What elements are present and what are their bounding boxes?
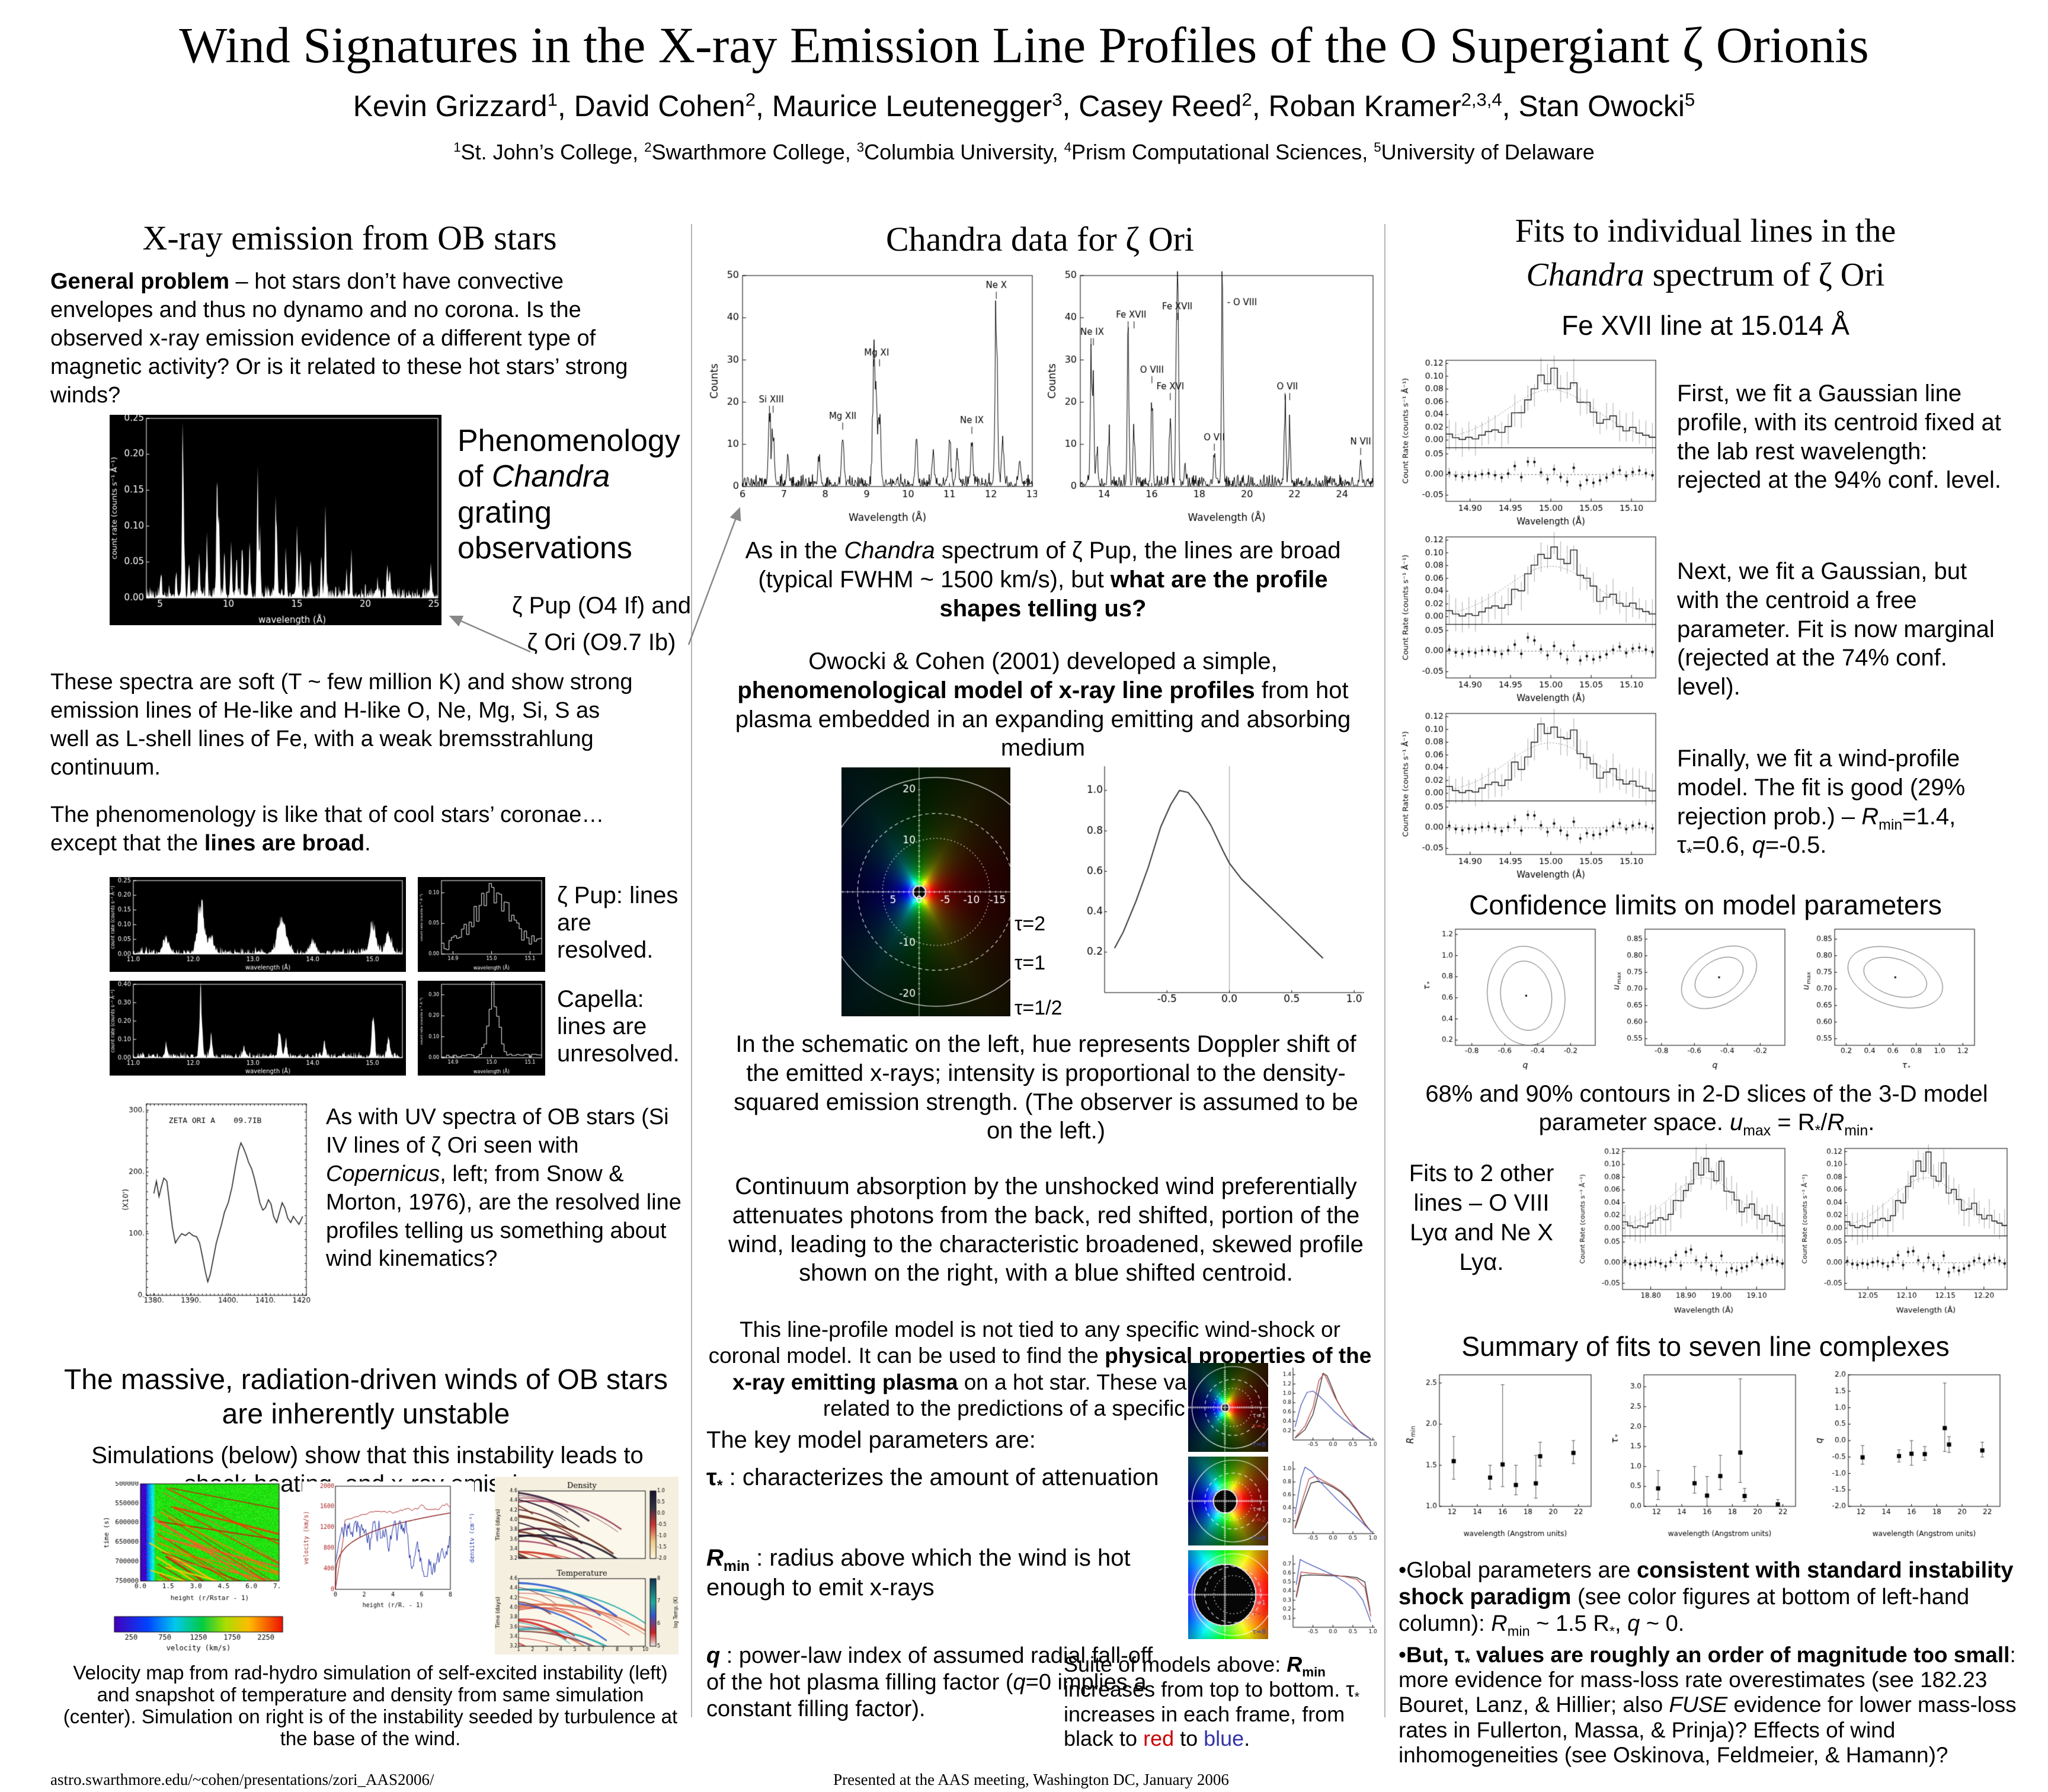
simulation-caption: Velocity map from rad-hydro simulation o… — [63, 1662, 678, 1749]
contour-tau-umax-plot — [1797, 924, 1980, 1073]
phenomenology-heading: Phenomenology of Chandra grating observa… — [457, 424, 680, 565]
fe17-wind-profile-fit-plot — [1400, 709, 1660, 881]
broad-lines-text: As in the Chandra spectrum of ζ Pup, the… — [745, 537, 1341, 622]
skewed-profile-plot — [1067, 761, 1369, 1016]
chandra-spectrum-long-plot — [1046, 270, 1378, 524]
param-q-text: q : power-law index of assumed radial fa… — [706, 1643, 1153, 1721]
key-params-heading: The key model parameters are: — [706, 1427, 1036, 1453]
model-suite-schematic-2 — [1188, 1457, 1268, 1545]
velocity-profile-plot — [302, 1481, 474, 1618]
param-tau-text: τ* : characterizes the amount of attenua… — [706, 1464, 1159, 1494]
column-divider-right — [1384, 224, 1385, 1717]
model-suite-profiles-2 — [1273, 1457, 1380, 1545]
footer-url: astro.swarthmore.edu/~cohen/presentation… — [50, 1771, 434, 1788]
fit3-text: Finally, we fit a wind-profile model. Th… — [1677, 745, 1966, 862]
tau-half-label: τ=1/2 — [1015, 997, 1063, 1019]
param-rmin-text: Rmin : radius above which the wind is ho… — [706, 1545, 1131, 1601]
general-problem-text: General problem – hot stars don’t have c… — [50, 269, 628, 408]
right-title-line1: Fits to individual lines in the — [1515, 213, 1896, 249]
fe17-subtitle: Fe XVII line at 15.014 Å — [1561, 310, 1849, 341]
left-section-title: X-ray emission from OB stars — [142, 219, 557, 257]
copernicus-uv-plot — [116, 1099, 311, 1316]
phenomenology-text: The phenomenology is like that of cool s… — [50, 802, 604, 856]
fe17-gaussian-free-fit-plot — [1400, 532, 1660, 704]
zeta-pup-spectrum-panel — [110, 877, 406, 972]
summary-title: Summary of fits to seven line complexes — [1461, 1331, 1950, 1362]
pup-caption: ζ Pup: lines are resolved. — [557, 882, 679, 963]
confidence-title: Confidence limits on model parameters — [1469, 889, 1942, 920]
contour-q-tau-plot — [1417, 924, 1601, 1073]
fit2-text: Next, we fit a Gaussian, but with the ce… — [1677, 558, 1995, 700]
unstable-winds-title: The massive, radiation-driven winds of O… — [63, 1364, 668, 1430]
soft-spectra-text: These spectra are soft (T ~ few million … — [50, 670, 633, 780]
velocity-colorbar — [110, 1615, 287, 1657]
column-divider-left — [691, 224, 692, 1717]
bullet-global-params: •Global parameters are consistent with s… — [1399, 1558, 2014, 1639]
zeta-pup-label: ζ Pup (O4 If) and — [511, 593, 692, 619]
wind-schematic-map — [841, 767, 1010, 1016]
tau2-label: τ=2 — [1015, 913, 1046, 935]
chandra-spectrum-short-plot — [708, 270, 1037, 524]
grating-spectrum-plot — [110, 415, 441, 625]
right-title-line2: Chandra spectrum of ζ Ori — [1526, 257, 1885, 293]
nex-lya-fit-plot — [1799, 1144, 2012, 1316]
model-suite-profiles-1 — [1273, 1363, 1380, 1452]
zeta-ori-label: ζ Ori (O9.7 Ib) — [527, 629, 676, 655]
model-suite-schematic-3 — [1188, 1550, 1268, 1639]
poster-title: Wind Signatures in the X-ray Emission Li… — [179, 17, 1869, 73]
density-temperature-panels — [495, 1477, 679, 1655]
model-use-text: This line-profile model is not tied to a… — [708, 1317, 1372, 1421]
velocity-map-plot — [104, 1481, 281, 1612]
capella-caption: Capella: lines are unresolved. — [557, 986, 680, 1067]
fe17-gaussian-fixed-fit-plot — [1400, 356, 1660, 527]
model-suite-profiles-3 — [1273, 1550, 1380, 1639]
capella-line-panel — [418, 981, 545, 1076]
zeta-pup-line-panel — [418, 877, 545, 972]
continuum-absorption-text: Continuum absorption by the unshocked wi… — [728, 1173, 1364, 1287]
model-suite-schematic-1 — [1188, 1363, 1268, 1452]
bullet-tau-small: •But, τ* values are roughly an order of … — [1399, 1643, 2017, 1767]
contour-q-umax-plot — [1607, 924, 1791, 1073]
schematic-explanation-text: In the schematic on the left, hue repres… — [734, 1031, 1358, 1144]
poster-affiliations: 1St. John’s College, 2Swarthmore College… — [453, 140, 1595, 164]
capella-spectrum-panel — [110, 981, 406, 1076]
middle-section-title: Chandra data for ζ Ori — [885, 220, 1195, 258]
oviii-lya-fit-plot — [1576, 1144, 1790, 1316]
other-lines-text: Fits to 2 other lines – O VIII Lyα and N… — [1409, 1160, 1554, 1275]
owocki-model-text: Owocki & Cohen (2001) developed a simple… — [735, 648, 1351, 761]
poster-authors: Kevin Grizzard1, David Cohen2, Maurice L… — [353, 89, 1695, 123]
uv-spectra-text: As with UV spectra of OB stars (Si IV li… — [326, 1105, 681, 1272]
suite-caption: Suite of models above: Rmin increases fr… — [1064, 1652, 1360, 1751]
confidence-caption: 68% and 90% contours in 2-D slices of th… — [1425, 1081, 1988, 1139]
summary-q-plot — [1810, 1369, 2006, 1541]
tau1-label: τ=1 — [1015, 952, 1046, 974]
summary-rmin-plot — [1401, 1369, 1597, 1541]
summary-tau-plot — [1606, 1369, 1801, 1541]
fit1-text: First, we fit a Gaussian line profile, w… — [1677, 380, 2001, 494]
footer-presented: Presented at the AAS meeting, Washington… — [833, 1771, 1229, 1788]
